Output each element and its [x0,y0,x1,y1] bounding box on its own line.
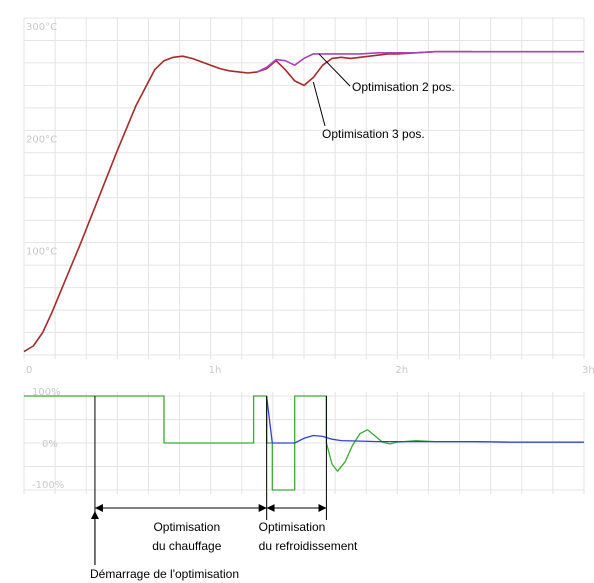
start-label: Démarrage de l'optimisation [90,567,239,581]
y-tick-label: 300°C [26,22,57,33]
leader-line-3pos [312,81,326,127]
temperature-series-line-1 [256,50,584,73]
phase-label-heating-line2: du chauffage [152,539,222,553]
y-tick-label-output: 100% [32,387,61,398]
output-series-line-0 [24,395,584,491]
output-series-line-1 [266,396,584,444]
x-tick-label: 1h [209,365,222,376]
temperature-series-line-0 [23,50,472,353]
y-tick-label: 100°C [26,247,57,258]
grid [23,17,585,494]
y-tick-label-output: -100% [32,480,64,491]
annotation-2pos: Optimisation 2 pos. [352,80,455,94]
leader-line-2pos [318,53,351,87]
annotations: Optimisation 2 pos. Optimisation 3 pos. Op… [90,53,455,581]
annotation-3pos: Optimisation 3 pos. [322,127,425,141]
series-layer [23,50,584,491]
y-tick-label-output: 0% [42,439,58,450]
x-tick-label: 2h [395,365,408,376]
phase-label-cooling-line2: du refroidissement [259,539,358,553]
y-tick-label: 200°C [26,134,57,145]
phase-label-heating-line1: Optimisation [153,520,220,534]
tick-labels: 100°C 200°C 300°C 0 1h 2h 3h 100% 0% -100% [26,22,594,491]
x-tick-label: 0 [26,365,32,376]
x-tick-label: 3h [582,365,594,376]
phase-label-cooling-line1: Optimisation [259,520,326,534]
